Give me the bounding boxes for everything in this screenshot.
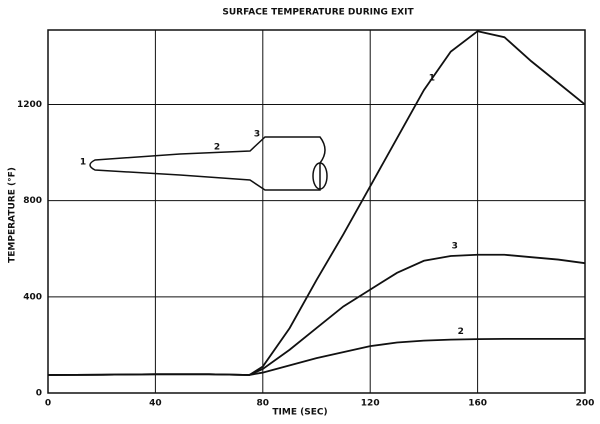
series-label: 3 (452, 241, 458, 251)
chart-title: SURFACE TEMPERATURE DURING EXIT (222, 8, 414, 18)
series-label: 2 (458, 327, 464, 337)
x-tick-label: 0 (45, 399, 51, 409)
x-tick-label: 160 (468, 399, 487, 409)
vehicle-outline (89, 136, 328, 191)
y-axis-label: TEMPERATURE (°F) (8, 167, 18, 263)
y-tick-label: 800 (23, 196, 42, 206)
x-tick-label: 120 (361, 399, 380, 409)
diagram-label: 1 (80, 158, 86, 168)
data-line (47, 30, 586, 376)
diagram-label: 3 (254, 130, 260, 140)
data-line (47, 253, 586, 376)
y-tick-label: 1200 (17, 100, 42, 110)
x-tick-label: 40 (149, 399, 162, 409)
series-label: 1 (429, 74, 435, 84)
data-line (47, 338, 585, 376)
diagram-label: 2 (214, 143, 220, 153)
x-axis-label: TIME (SEC) (272, 408, 327, 418)
y-tick-label: 400 (23, 292, 42, 302)
x-tick-label: 200 (576, 399, 595, 409)
y-tick-label: 0 (36, 389, 42, 399)
x-tick-label: 80 (257, 399, 270, 409)
